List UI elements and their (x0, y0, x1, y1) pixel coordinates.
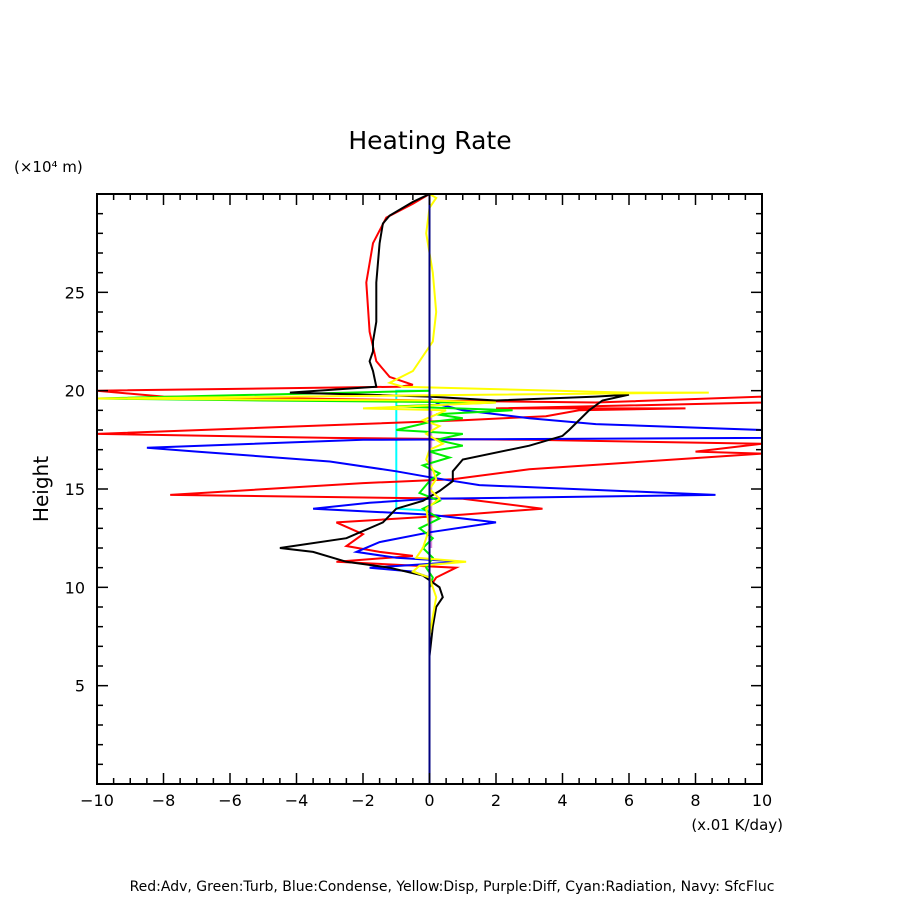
x-tick-label: 4 (557, 791, 567, 810)
y-unit-label: (×10⁴ m) (14, 158, 83, 176)
x-unit-label: (x.01 K/day) (691, 816, 783, 834)
x-tick-label: −6 (218, 791, 242, 810)
x-tick-label: 8 (690, 791, 700, 810)
series-layer (96, 193, 763, 784)
series-line-blue (146, 390, 763, 579)
x-tick-label: −8 (152, 791, 176, 810)
x-tick-label: −4 (285, 791, 309, 810)
axes-layer: −10 −8 −6 −4 −2 0 2 4 6 8 10 5 10 15 20 25 (65, 193, 772, 810)
y-tick-label: 5 (75, 677, 85, 696)
y-tick-label: 15 (65, 480, 85, 499)
x-tick-label: 2 (491, 791, 501, 810)
y-tick-label: 10 (65, 578, 85, 597)
legend-text: Red:Adv, Green:Turb, Blue:Condense, Yell… (130, 879, 775, 895)
y-tick-label: 25 (65, 283, 85, 302)
y-tick-label: 20 (65, 382, 85, 401)
series-line-green (96, 389, 513, 607)
x-tick-label: 0 (424, 791, 434, 810)
x-tick-label: 6 (624, 791, 634, 810)
series-line-red (96, 193, 763, 607)
chart-title: Heating Rate (348, 126, 511, 155)
series-line-total (279, 193, 630, 657)
y-axis-title: Height (29, 456, 53, 522)
x-tick-label: 10 (752, 791, 772, 810)
x-tick-label: −10 (80, 791, 114, 810)
x-tick-label: −2 (351, 791, 375, 810)
